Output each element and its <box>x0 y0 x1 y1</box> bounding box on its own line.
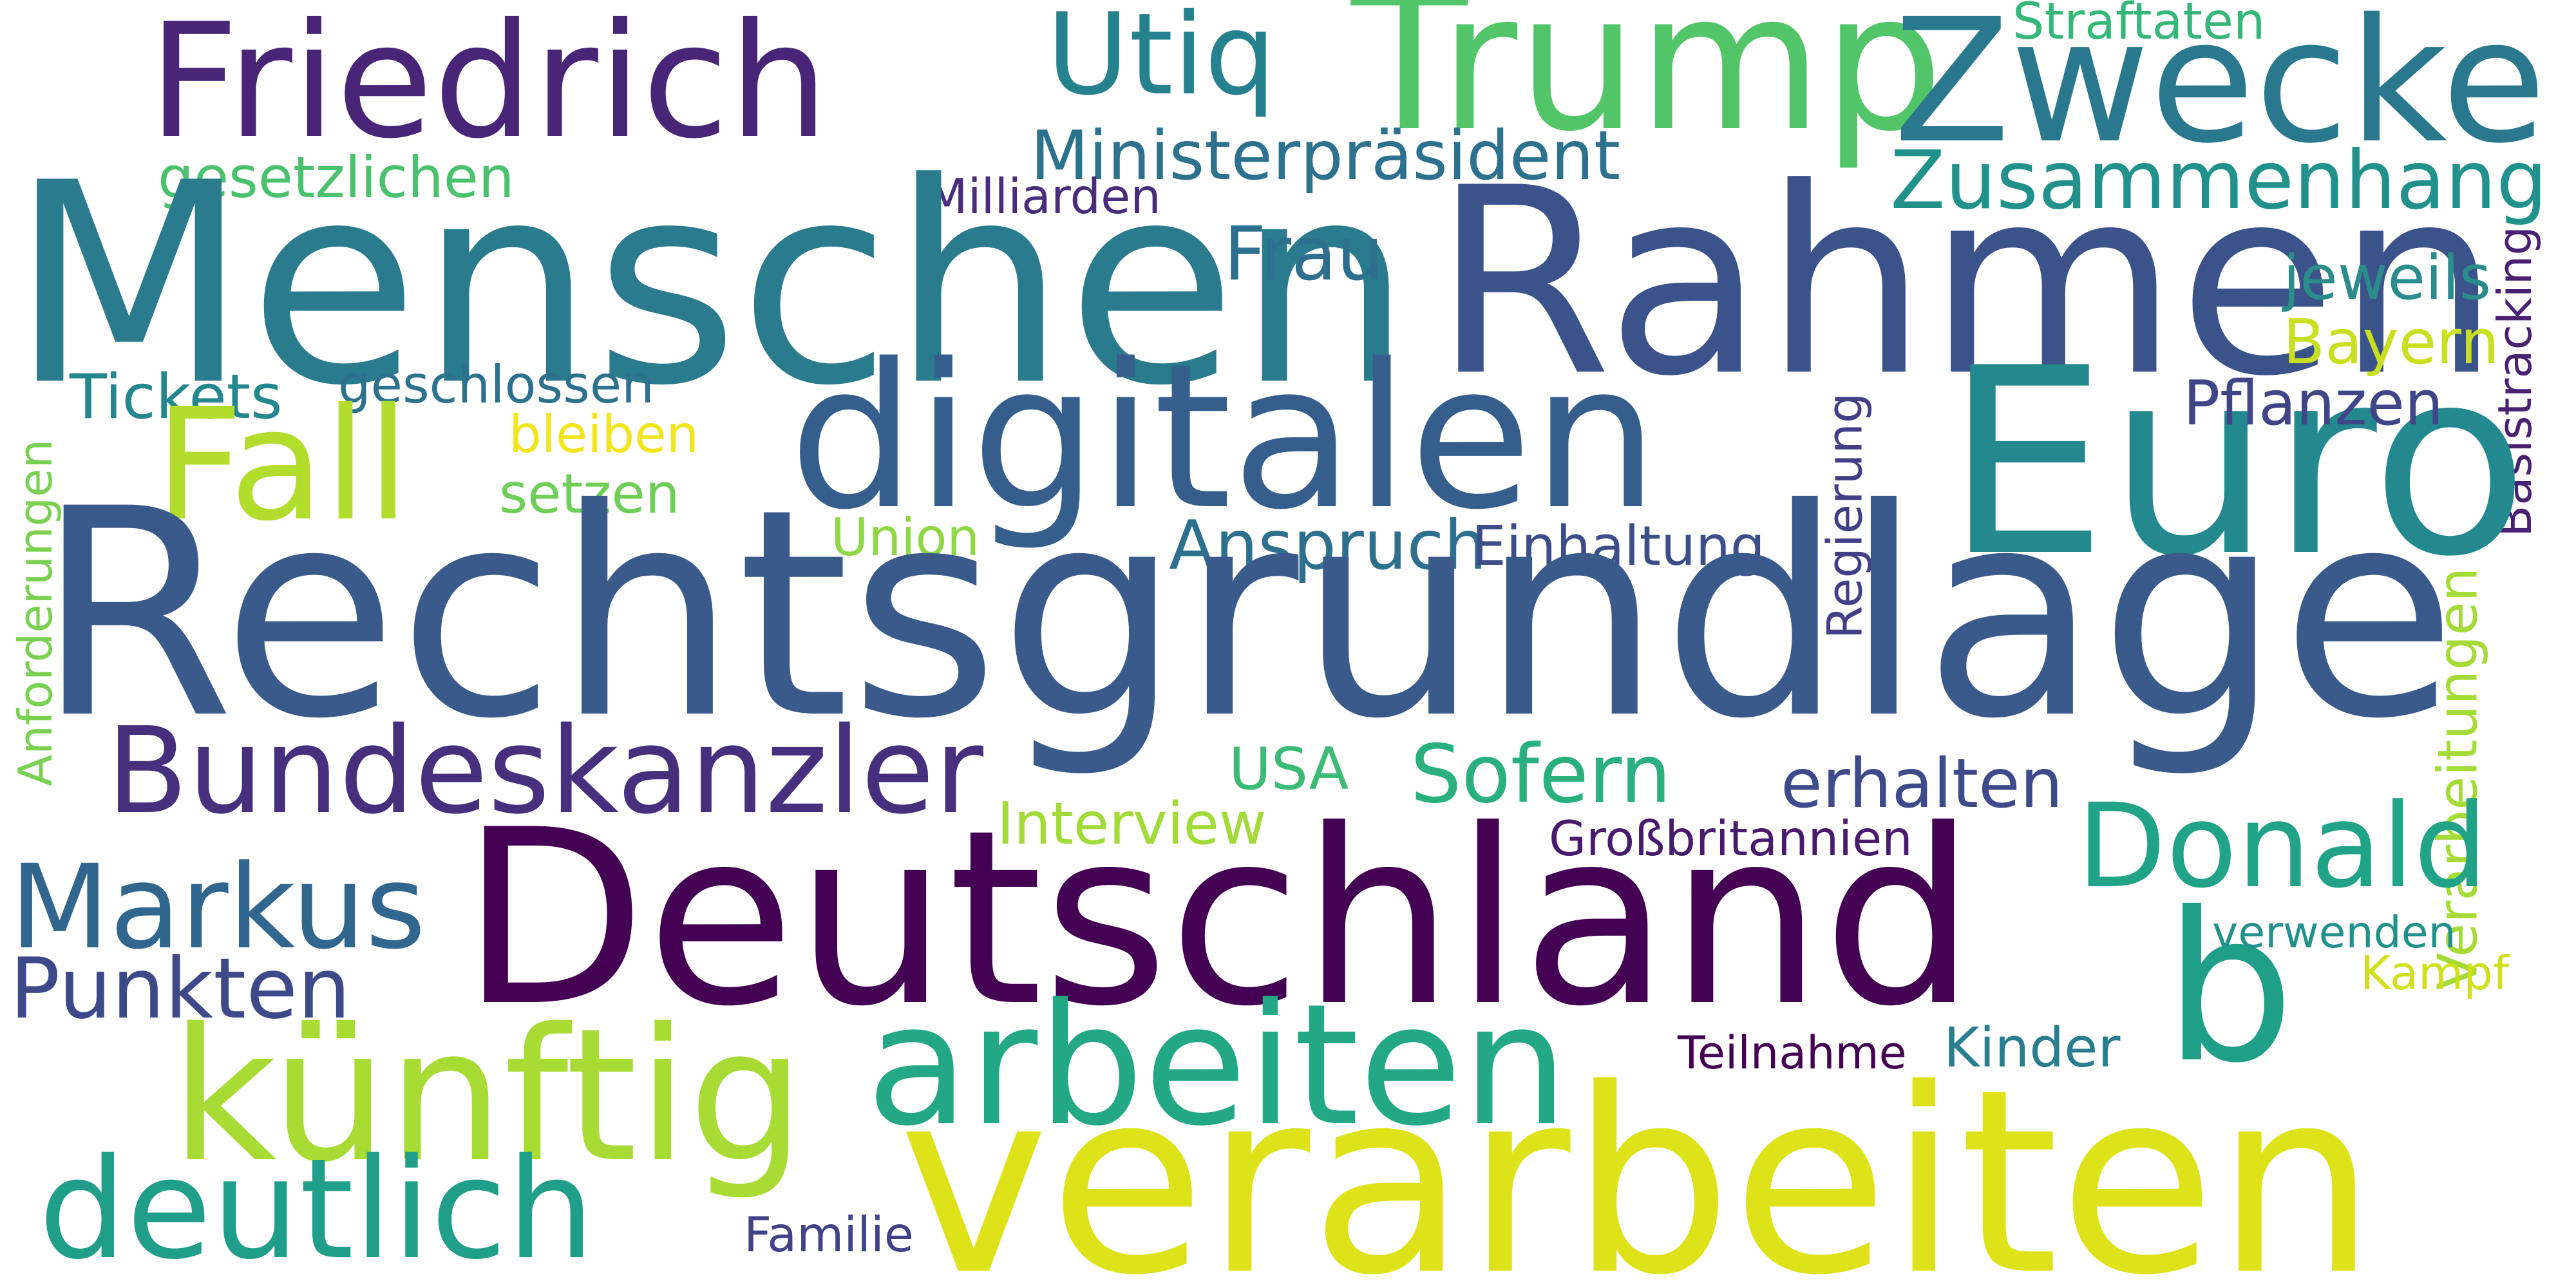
word-menschen: Menschen <box>10 124 1413 446</box>
word-arbeiten: arbeiten <box>866 969 1569 1163</box>
word-zusammenhang: Zusammenhang <box>1890 134 2548 227</box>
word-teilnahme: Teilnahme <box>1678 1027 1907 1079</box>
word-kampf: Kampf <box>2360 946 2510 1000</box>
word-kinder: Kinder <box>1944 1016 2121 1080</box>
word-friedrich: Friedrich <box>148 0 829 173</box>
word-rechtsgrundlage: Rechtsgrundlage <box>35 448 2458 781</box>
word-utiq: Utiq <box>1046 0 1276 120</box>
word-deutschland: Deutschland <box>460 779 1976 1059</box>
word-sofern: Sofern <box>1410 728 1672 821</box>
word-bleiben: bleiben <box>509 404 699 464</box>
word-kuenftig: künftig <box>171 989 805 1203</box>
word-donald: Donald <box>2077 779 2488 914</box>
word-familie: Familie <box>744 1206 914 1263</box>
word-grossbritannien: Großbritannien <box>1549 810 1913 867</box>
word-tickets: Tickets <box>70 362 283 433</box>
word-usa: USA <box>1229 735 1349 803</box>
word-setzen: setzen <box>499 462 680 526</box>
word-union: Union <box>831 507 980 567</box>
word-markus: Markus <box>10 840 426 975</box>
word-punkten: Punkten <box>10 940 351 1037</box>
word-digitalen: digitalen <box>789 321 1659 554</box>
word-ministerpraesident: Ministerpräsident <box>1030 117 1621 195</box>
word-einhaltung: Einhaltung <box>1472 515 1765 578</box>
word-b: b <box>2164 869 2295 1108</box>
word-anspruch: Anspruch <box>1169 506 1487 585</box>
word-jeweils: jeweils <box>2283 243 2492 314</box>
word-verarbeiten: verarbeiten <box>898 1035 2377 1288</box>
word-milliarden: Milliarden <box>926 168 1161 225</box>
word-erhalten: erhalten <box>1781 744 2063 823</box>
word-interview: Interview <box>997 790 1267 858</box>
word-trump: Trump <box>1351 0 1944 173</box>
word-geschlossen: geschlossen <box>338 355 654 415</box>
word-gesetzlichen: gesetzlichen <box>158 144 515 211</box>
word-rahmen: Rahmen <box>1433 133 2501 433</box>
word-bundeskanzler: Bundeskanzler <box>106 701 983 840</box>
word-bayern: Bayern <box>2283 307 2499 378</box>
word-zwecke: Zwecke <box>1893 0 2547 181</box>
word-fall: Fall <box>155 375 410 555</box>
word-frau: Frau <box>1224 211 1384 298</box>
word-straftaten: Straftaten <box>2012 0 2266 51</box>
word-verwenden: verwenden <box>2212 907 2456 958</box>
word-pflanzen: Pflanzen <box>2183 368 2444 439</box>
word-deutlich: deutlich <box>39 1128 595 1288</box>
word-euro: Euro <box>1945 314 2529 613</box>
